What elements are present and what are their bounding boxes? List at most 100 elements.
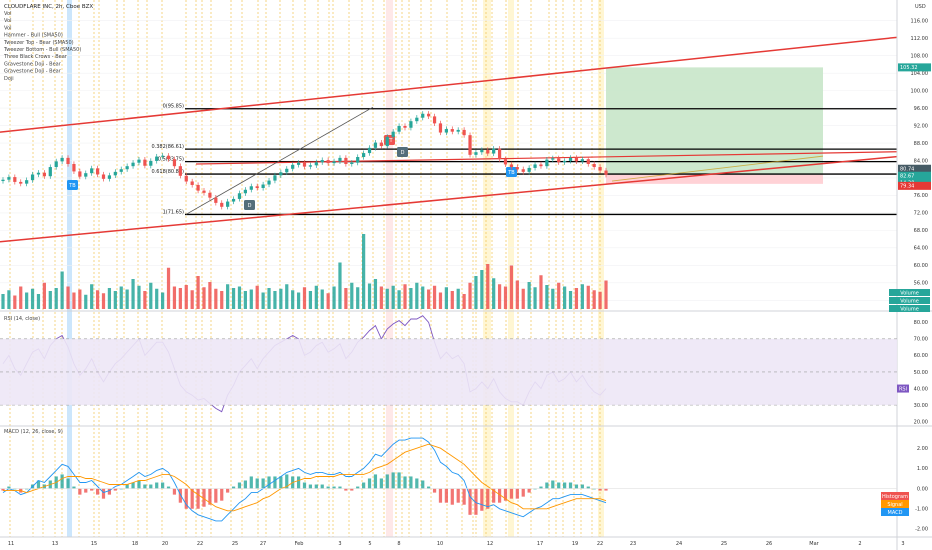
candle-body	[255, 186, 259, 189]
macd-histogram-bar	[497, 488, 502, 503]
macd-histogram-bar	[72, 486, 76, 489]
candle-body	[539, 164, 543, 167]
price-tick-label: 100.00	[911, 88, 929, 94]
indicator-legend-item[interactable]: Tweezer Top - Bear (SMA50)	[3, 40, 74, 46]
macd-histogram-bar	[184, 488, 188, 509]
candle-body	[314, 162, 318, 166]
macd-histogram-bar	[13, 488, 17, 490]
price-tick-label: 64.00	[914, 246, 928, 252]
indicator-legend-item[interactable]: Hammer - Bull (SMA50)	[4, 33, 63, 39]
price-tick-label: 104.00	[911, 71, 929, 77]
time-tick-label: 5	[368, 541, 371, 547]
time-tick-label: 25	[721, 541, 727, 547]
chart-header: CLOUDFLARE INC, 2h, Cboe BZX USD	[4, 4, 926, 10]
indicator-legend-item[interactable]: Vol	[4, 11, 11, 17]
volume-legend-badge	[889, 305, 930, 312]
signal-line	[3, 443, 607, 512]
macd-histogram-bar	[367, 478, 372, 489]
macd-histogram-bar	[155, 482, 159, 489]
macd-histogram-bar	[557, 482, 561, 489]
volume-bar	[214, 288, 218, 309]
price-tick-label: 60.00	[914, 263, 928, 269]
pattern-tag-3[interactable]	[244, 200, 255, 210]
indicator-legend-item[interactable]: Tweezer Bottom - Bull (SMA50)	[3, 47, 81, 53]
indicator-legend-item[interactable]: Vol	[4, 25, 11, 31]
candle-body	[72, 163, 76, 172]
volume-bar	[539, 275, 543, 309]
target-zone[interactable]	[606, 67, 823, 175]
macd-histogram-bar	[95, 488, 100, 495]
volume-bar	[296, 292, 301, 309]
time-tick-label: Feb	[295, 541, 304, 547]
candle-body	[356, 157, 360, 163]
macd-histogram-bar	[267, 476, 271, 489]
channel-lower-line[interactable]	[0, 155, 898, 243]
macd-histogram-bar	[149, 484, 153, 489]
macd-histogram-bar	[279, 476, 283, 489]
indicator-legend-item[interactable]: Gravestone Doji - Bear	[4, 69, 62, 75]
rsi-title[interactable]: RSI (14, close)	[4, 316, 40, 322]
macd-histogram-bar	[332, 486, 336, 489]
indicator-legend-item[interactable]: Gravestone Doji - Bear	[4, 61, 62, 67]
pattern-tag-2[interactable]	[397, 147, 408, 157]
indicator-legend-item[interactable]: Three Black Crows - Bear	[3, 54, 68, 60]
macd-histogram-bar	[208, 488, 212, 505]
candle-body	[231, 198, 236, 202]
volume-bar	[48, 291, 52, 309]
volume-bar	[113, 291, 117, 309]
time-tick-label: 18	[132, 541, 138, 547]
macd-histogram-bar	[231, 486, 236, 489]
fib-label-0: 0(95.85)	[163, 104, 184, 110]
macd-title[interactable]: MACD (12, 26, close, 9)	[4, 429, 63, 435]
candle-body	[149, 160, 153, 166]
symbol-title[interactable]: CLOUDFLARE INC, 2h, Cboe BZX	[4, 4, 93, 10]
macd-histogram-bar	[604, 488, 608, 491]
volume-bar	[362, 234, 366, 309]
volume-bar	[90, 284, 94, 309]
pattern-tag-label-2: D	[401, 150, 405, 156]
volume-bar	[604, 280, 608, 309]
chart-background	[9, 0, 604, 537]
candle-body	[320, 160, 324, 163]
volume-bar	[320, 289, 324, 309]
candle-body	[243, 189, 247, 194]
macd-histogram-bar	[432, 488, 437, 493]
volume-bar	[397, 290, 401, 309]
macd-histogram-bar	[131, 482, 135, 489]
price-badge-text-4: 79.34	[900, 184, 914, 190]
pattern-tag-4[interactable]	[506, 167, 517, 177]
price-badge-text-2: 82.67	[900, 174, 914, 180]
candle-body	[125, 166, 129, 170]
candle-body	[226, 201, 230, 207]
indicator-legend-item[interactable]: Vol	[4, 18, 11, 24]
macd-histogram-bar	[113, 488, 117, 491]
trend-line[interactable]	[185, 106, 374, 215]
candle-body	[521, 169, 525, 172]
volume-bar	[279, 288, 283, 309]
pattern-tag-0[interactable]	[67, 180, 78, 190]
stop-zone[interactable]	[606, 174, 823, 184]
chart-drawings[interactable]: 0(95.85) 0.382(86.61) 0.5(83.75) 0.618(80.8…	[0, 36, 898, 243]
macd-histogram-bar	[568, 482, 573, 489]
volume-bar	[19, 286, 23, 309]
fib-label-4: 1(71.65)	[163, 209, 184, 215]
macd-histogram-bar	[444, 488, 448, 503]
candle-body	[574, 157, 579, 162]
volume-bar	[308, 291, 313, 309]
channel-mid-line[interactable]	[195, 151, 898, 165]
macd-histogram-bar	[125, 484, 129, 489]
candle-body	[338, 157, 342, 162]
volume-bar	[474, 276, 478, 309]
macd-histogram-bar	[249, 476, 253, 489]
macd-tick-label: -2.00	[915, 527, 928, 533]
channel-upper-line[interactable]	[0, 36, 898, 133]
indicator-legend-item[interactable]: Doji	[4, 76, 14, 82]
candle-body	[208, 192, 212, 198]
candle-body	[113, 171, 117, 176]
candle-body	[90, 168, 94, 174]
volume-bar	[131, 279, 135, 309]
candle-body	[1, 179, 5, 182]
projection-line[interactable]	[611, 155, 824, 182]
price-badge-2	[898, 171, 931, 180]
